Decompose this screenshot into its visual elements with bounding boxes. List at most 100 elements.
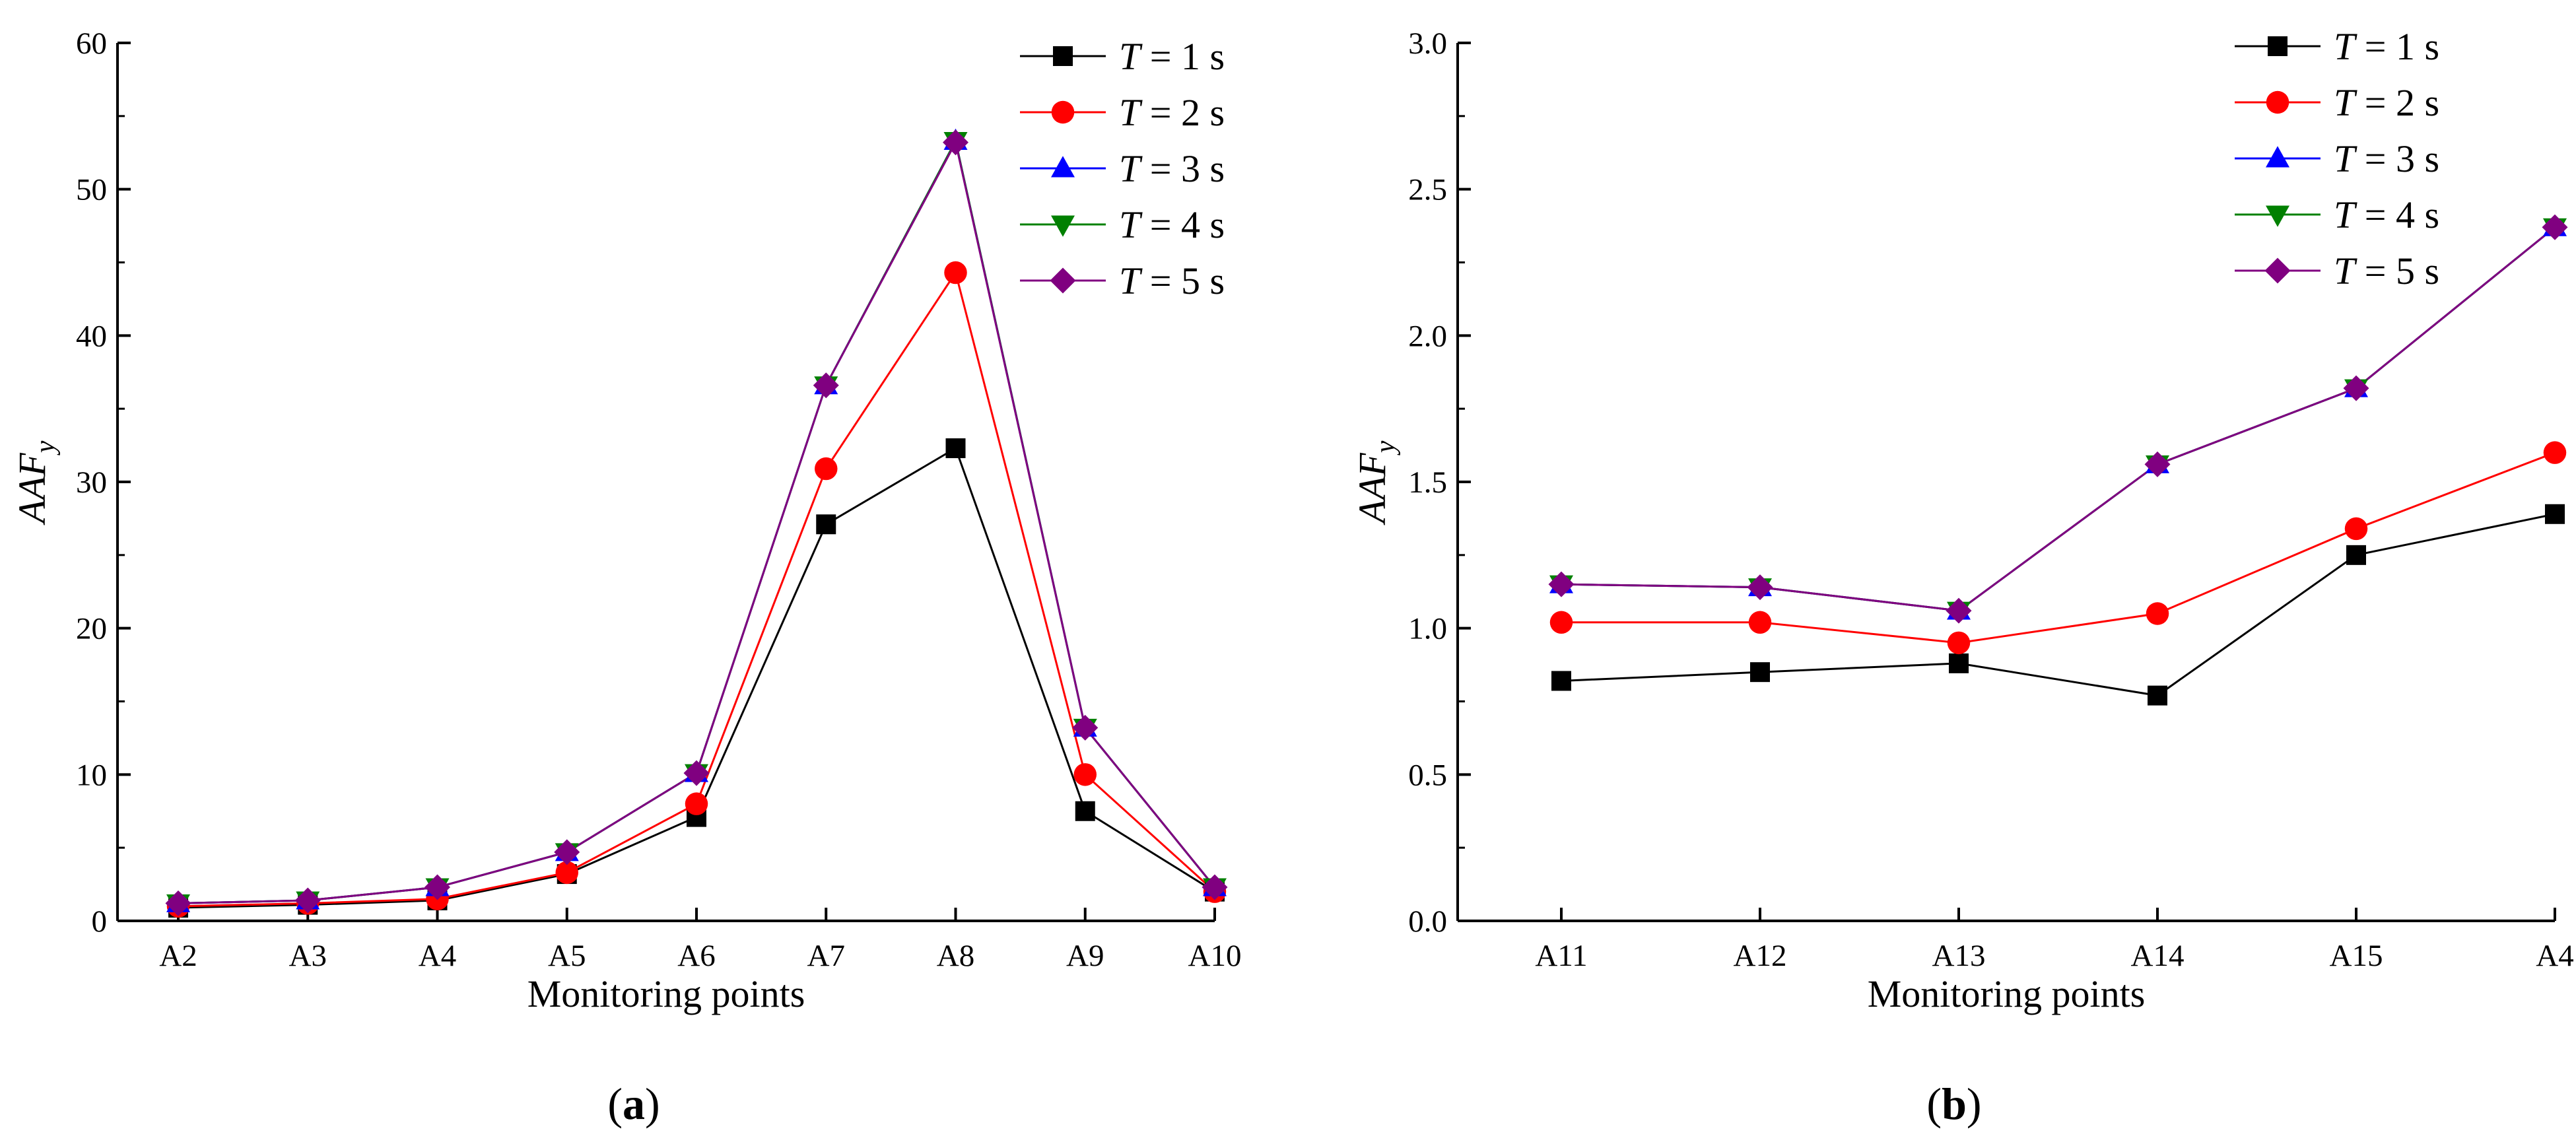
- panel-label-letter: b: [1942, 1079, 1967, 1129]
- legend-label: T = 3 s: [1119, 147, 1225, 190]
- x-tick-label: A2: [159, 939, 197, 973]
- legend-label-rest: = 1 s: [2355, 25, 2439, 68]
- x-tick-label: A15: [2330, 939, 2383, 973]
- data-point: [816, 514, 836, 535]
- data-point: [1947, 631, 1971, 655]
- legend-label: T = 1 s: [2334, 25, 2439, 68]
- y-tick-label: 0: [92, 904, 108, 939]
- data-point: [1748, 611, 1772, 634]
- data-point: [1072, 714, 1099, 741]
- y-axis-title: AAFy: [11, 440, 61, 525]
- legend-label-rest: = 5 s: [1140, 259, 1225, 302]
- legend-entry-1: T = 1 s: [2235, 25, 2439, 68]
- y-axis-title-subscript: y: [1371, 440, 1401, 455]
- legend-label-T: T: [1119, 203, 1143, 246]
- legend-label-T: T: [1119, 35, 1143, 78]
- legend-marker: [1051, 156, 1075, 178]
- data-point: [2542, 214, 2568, 240]
- legend-label-rest: = 3 s: [2355, 137, 2439, 180]
- legend-label-rest: = 2 s: [1140, 91, 1225, 134]
- data-point: [1549, 611, 1573, 634]
- panel-label: (b): [1926, 1079, 1981, 1129]
- legend-label-T: T: [1119, 91, 1143, 134]
- legend-label: T = 2 s: [2334, 81, 2439, 124]
- series-line-1: [1561, 513, 2556, 697]
- legend-label: T = 5 s: [2334, 250, 2439, 292]
- legend-label-T: T: [2334, 81, 2357, 124]
- data-point: [1551, 671, 1571, 691]
- legend-entry-5: T = 5 s: [2235, 250, 2439, 292]
- legend-entry-3: T = 3 s: [1020, 147, 1225, 190]
- legend-label-T: T: [2334, 137, 2357, 180]
- legend-entry-5: T = 5 s: [1020, 259, 1225, 302]
- y-tick-label: 3.0: [1408, 26, 1447, 61]
- legend-label: T = 2 s: [1119, 91, 1225, 134]
- y-axis-title-subscript: y: [30, 440, 61, 455]
- data-point: [2343, 375, 2369, 401]
- legend-entry-2: T = 2 s: [2235, 81, 2439, 124]
- data-point: [2545, 504, 2565, 524]
- legend-marker: [2266, 90, 2289, 114]
- x-tick-label: A4: [2536, 939, 2573, 973]
- y-tick-label: 10: [76, 758, 107, 792]
- data-point: [555, 861, 578, 885]
- y-tick-label: 1.0: [1408, 612, 1447, 646]
- data-point: [1075, 801, 1095, 821]
- series-line-2: [1561, 452, 2556, 644]
- legend-label-rest: = 4 s: [1140, 203, 1225, 246]
- data-point: [815, 457, 838, 481]
- x-axis-title: Monitoring points: [527, 972, 805, 1015]
- data-point: [2146, 602, 2169, 625]
- x-axis-title: Monitoring points: [1868, 972, 2146, 1015]
- legend-marker: [2266, 146, 2289, 168]
- data-point: [1750, 662, 1770, 683]
- data-point: [2144, 451, 2171, 477]
- legend-entry-3: T = 3 s: [2235, 137, 2439, 180]
- legend-label: T = 1 s: [1119, 35, 1225, 78]
- x-tick-label: A10: [1188, 939, 1242, 973]
- panel-label-close: ): [1967, 1079, 1982, 1129]
- legend-entry-4: T = 4 s: [1020, 203, 1225, 246]
- legend-marker: [1053, 46, 1073, 66]
- data-point: [944, 261, 967, 285]
- data-point: [1073, 763, 1097, 786]
- x-tick-label: A8: [937, 939, 974, 973]
- y-axis-title-base: AAF: [11, 453, 53, 526]
- legend-label: T = 4 s: [1119, 203, 1225, 246]
- panel-label-close: ): [645, 1079, 660, 1129]
- x-tick-label: A6: [677, 939, 715, 973]
- panel-label-open: (: [1926, 1079, 1942, 1129]
- legend-label-rest: = 5 s: [2355, 250, 2439, 292]
- data-point: [1747, 574, 1773, 601]
- legend-label: T = 5 s: [1119, 259, 1225, 302]
- y-tick-label: 1.5: [1408, 465, 1447, 500]
- legend-label: T = 3 s: [2334, 137, 2439, 180]
- data-point: [683, 760, 710, 786]
- x-tick-label: A12: [1734, 939, 1787, 973]
- legend-entry-4: T = 4 s: [2235, 193, 2439, 236]
- panel-label-open: (: [607, 1079, 623, 1129]
- data-point: [813, 372, 839, 399]
- data-point: [294, 887, 321, 914]
- legend-label-T: T: [2334, 25, 2357, 68]
- data-point: [1548, 571, 1575, 597]
- legend-marker: [1050, 267, 1076, 294]
- y-tick-label: 2.5: [1408, 173, 1447, 207]
- x-tick-label: A7: [807, 939, 845, 973]
- legend-marker: [1051, 215, 1075, 237]
- x-tick-label: A3: [289, 939, 327, 973]
- x-tick-label: A9: [1066, 939, 1104, 973]
- legend-marker: [2266, 205, 2289, 227]
- x-tick-label: A13: [1932, 939, 1986, 973]
- x-tick-label: A4: [419, 939, 456, 973]
- data-point: [945, 438, 966, 459]
- legend-label-rest: = 3 s: [1140, 147, 1225, 190]
- y-tick-label: 0.5: [1408, 758, 1447, 792]
- data-point: [1946, 597, 1972, 624]
- legend-marker: [1051, 100, 1075, 124]
- y-tick-label: 0.0: [1408, 904, 1447, 939]
- y-axis-title-base: AAF: [1351, 453, 1394, 526]
- data-point: [165, 890, 191, 916]
- legend-label-rest: = 2 s: [2355, 81, 2439, 124]
